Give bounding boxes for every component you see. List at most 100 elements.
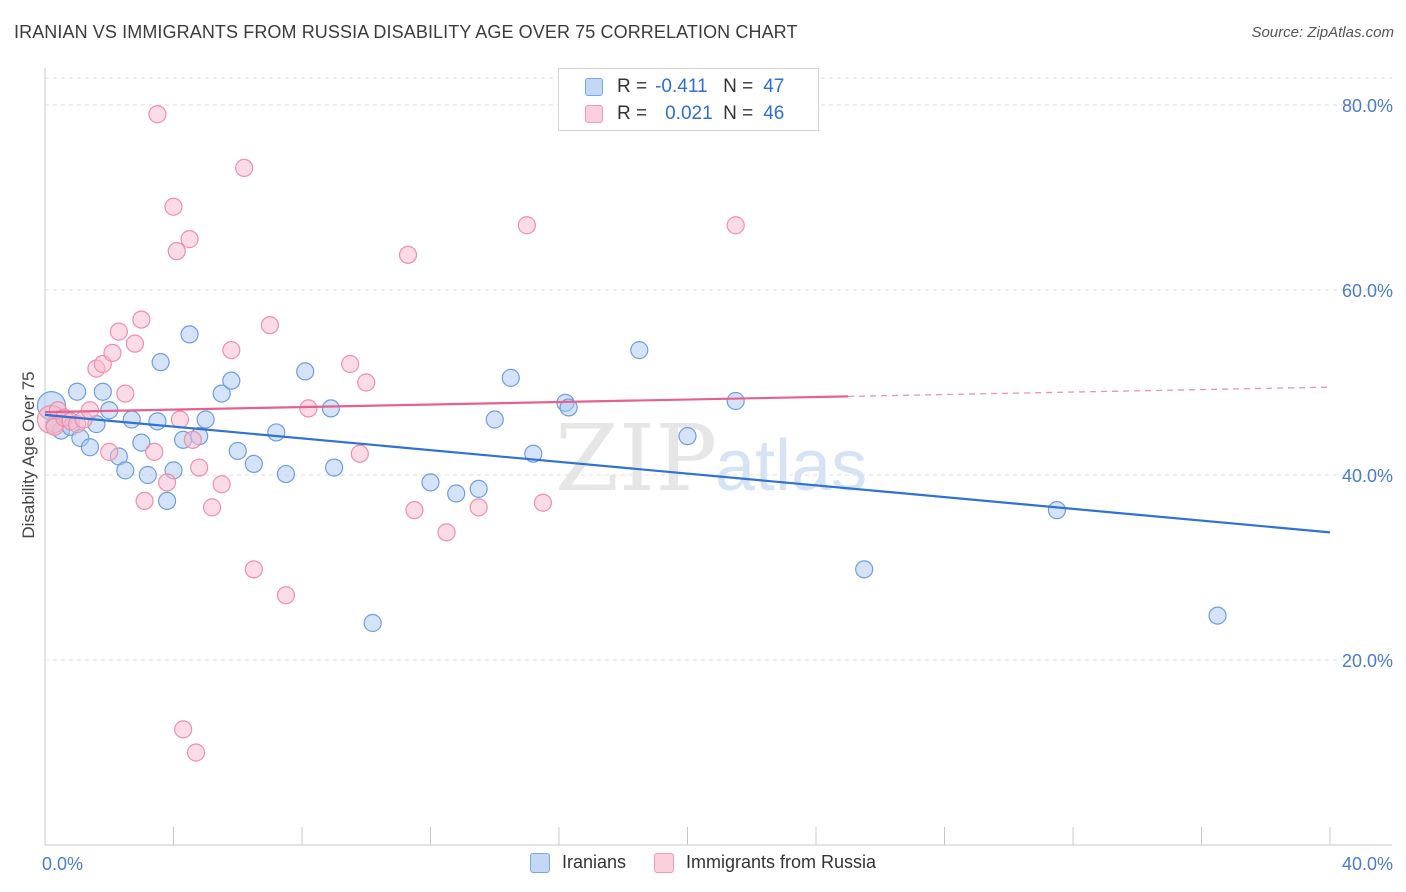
iranian-point	[196, 410, 215, 429]
russia-point	[341, 354, 360, 374]
iranian-point	[524, 444, 543, 463]
legend-r-value: 0.021	[665, 103, 713, 124]
iranian-point	[116, 461, 135, 480]
russia-point	[405, 501, 424, 520]
russia-trend-line	[44, 395, 849, 414]
russia-point	[180, 230, 199, 249]
russia-point	[202, 498, 222, 517]
series-legend-iranians: Iranians	[529, 852, 626, 873]
iranian-point	[296, 362, 315, 381]
iranian-point	[132, 433, 151, 452]
iranian-point	[678, 427, 697, 446]
iranian-point	[726, 391, 745, 411]
series-name-iranians: Iranians	[561, 852, 626, 872]
iranian-trend-line	[44, 413, 1331, 534]
russia-point	[517, 216, 536, 235]
x-tick-label: 40.0%	[1342, 854, 1393, 874]
iranian-point	[321, 399, 341, 418]
russia-point	[132, 310, 151, 329]
x-tick-label: 0.0%	[42, 854, 83, 874]
y-tick-label: 60.0%	[1342, 281, 1393, 301]
russia-point	[299, 399, 318, 418]
russia-point	[135, 491, 154, 510]
iranian-point	[1047, 501, 1067, 520]
legend-swatch-russia	[585, 105, 603, 123]
iranian-point	[421, 473, 440, 492]
iranian-point	[855, 560, 874, 579]
iranian-point	[267, 423, 286, 442]
legend-r-label: R =	[617, 103, 648, 124]
russia-point	[174, 720, 193, 739]
iranian-point	[222, 371, 241, 390]
chart-title: IRANIAN VS IMMIGRANTS FROM RUSSIA DISABI…	[14, 22, 798, 42]
stats-legend: R = -0.411 N = 47 R = 0.021 N = 46	[558, 68, 819, 131]
russia-point	[357, 373, 376, 392]
russia-point	[190, 458, 209, 477]
series-swatch-iranians	[529, 852, 550, 873]
iranian-point	[276, 464, 296, 484]
iranian-point	[93, 382, 112, 401]
watermark: ZIP atlas	[555, 405, 867, 512]
y-tick-label: 80.0%	[1342, 96, 1393, 116]
iranian-point	[228, 441, 247, 461]
legend-n-label: N =	[723, 76, 754, 97]
russia-point	[157, 473, 177, 492]
iranian-point	[68, 382, 87, 401]
legend-n-value: 47	[763, 76, 785, 97]
iranian-point	[180, 325, 199, 344]
y-tick-label: 40.0%	[1342, 466, 1393, 486]
russia-point	[103, 343, 122, 362]
russia-point	[145, 442, 164, 461]
iranian-point	[157, 491, 177, 510]
legend-n-label: N =	[723, 103, 754, 124]
iranian-point	[212, 384, 231, 403]
russia-point	[398, 245, 418, 264]
russia-point	[164, 197, 183, 216]
russia-point	[148, 105, 167, 124]
russia-point	[116, 384, 135, 403]
russia-point	[109, 322, 128, 341]
watermark-atlas: atlas	[715, 426, 867, 506]
iranian-point	[151, 353, 170, 372]
russia-point	[437, 523, 456, 542]
iranian-point	[80, 438, 100, 457]
iranian-point	[485, 410, 504, 429]
russia-point	[167, 242, 186, 261]
legend-row-iranians: R = -0.411 N = 47	[585, 75, 784, 99]
russia-point	[276, 586, 296, 605]
russia-point	[222, 341, 241, 360]
source-label: Source: ZipAtlas.com	[1251, 24, 1394, 41]
series-name-russia: Immigrants from Russia	[686, 852, 877, 872]
series-legend: Iranians Immigrants from Russia	[0, 852, 1406, 873]
axes-layer: 20.0% 40.0% 60.0% 80.0% 0.0% 40.0%	[42, 68, 1393, 874]
legend-row-russia: R = 0.021 N = 46	[585, 102, 784, 126]
series-swatch-russia	[654, 852, 674, 873]
iranian-point	[501, 368, 520, 387]
russia-point	[726, 216, 745, 235]
legend-n-value: 46	[763, 103, 785, 124]
iranian-point	[244, 454, 263, 473]
russia-point	[350, 444, 369, 463]
russia-point	[170, 410, 190, 429]
iranian-point	[122, 410, 141, 429]
series-legend-russia: Immigrants from Russia	[654, 852, 876, 873]
russia-point	[125, 334, 145, 353]
iranian-point	[138, 465, 157, 485]
iranian-point	[630, 341, 649, 360]
russia-point	[183, 430, 202, 449]
russia-point	[212, 475, 231, 494]
russia-point	[533, 493, 553, 512]
iranian-point	[447, 484, 466, 503]
iranian-point	[559, 398, 578, 417]
legend-swatch-iranians	[585, 78, 603, 96]
y-tick-label: 20.0%	[1342, 651, 1393, 671]
russia-point	[235, 158, 254, 177]
iranian-point	[325, 458, 344, 477]
russia-point	[186, 743, 206, 762]
russia-point	[100, 442, 119, 461]
iranian-point	[363, 613, 382, 633]
russia-trend-extension	[848, 386, 1331, 398]
iranian-point	[1208, 606, 1227, 625]
iranian-point	[469, 479, 488, 498]
